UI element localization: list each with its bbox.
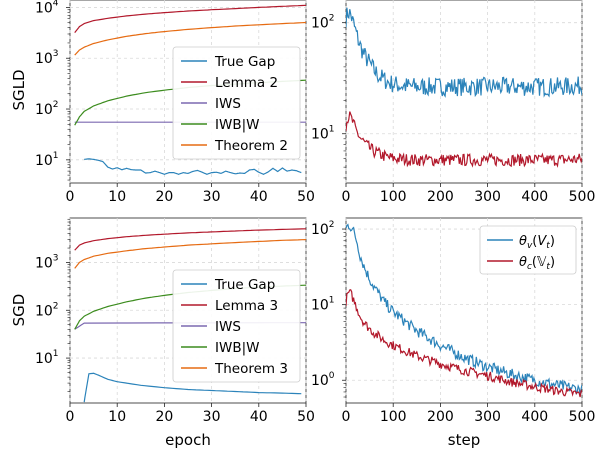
y-tick-label: 104 xyxy=(35,0,59,16)
legend-label: True Gap xyxy=(214,277,275,293)
x-tick-label: 30 xyxy=(203,409,221,425)
plot-content: 0 10 20 30 40 50 101 102 103 True Gap Lemma 3 IWS IW… xyxy=(35,218,315,425)
legend: True Gap Lemma 3 IWS IWB|W Theorem 3 xyxy=(172,269,301,383)
series-line xyxy=(346,289,582,398)
y-tick-label: 102 xyxy=(311,14,335,32)
x-tick-label: 0 xyxy=(342,189,351,205)
y-tick-label: 102 xyxy=(35,301,59,319)
y-axis-label: SGLD xyxy=(10,69,28,110)
plot-content: 0 100 200 300 400 500 100 101 102 θv(Vt) θc(𝕍t) xyxy=(311,218,595,425)
series-line xyxy=(84,158,302,175)
series-line xyxy=(74,21,306,56)
x-tick-label: 300 xyxy=(474,409,501,425)
panel-sgd-bounds: 0 10 20 30 40 50 101 102 103 True Gap Lemma 3 IWS IW… xyxy=(10,217,315,449)
legend-label: IWB|W xyxy=(215,340,260,356)
x-tick-label: 50 xyxy=(297,409,315,425)
legend-label: Theorem 3 xyxy=(214,361,288,377)
plot-content: 0 100 200 300 400 500 101 102 xyxy=(311,0,595,205)
x-tick-label: 40 xyxy=(250,409,268,425)
x-tick-label: 0 xyxy=(66,189,75,205)
x-tick-label: 40 xyxy=(250,189,268,205)
minor-ticks xyxy=(67,218,70,392)
legend-label: IWS xyxy=(215,96,241,112)
minor-ticks xyxy=(343,27,346,179)
x-tick-label: 200 xyxy=(427,409,454,425)
panel-sgld-bounds: 0 10 20 30 40 50 101 102 103 104 True Gap Lemma 2 IW… xyxy=(10,0,315,205)
x-tick-label: 10 xyxy=(108,409,126,425)
x-tick-label: 400 xyxy=(521,409,548,425)
x-tick-label: 100 xyxy=(380,409,407,425)
x-tick-label: 400 xyxy=(521,189,548,205)
y-axis-label: SGD xyxy=(10,294,28,327)
series-line xyxy=(346,223,582,395)
series-line xyxy=(74,4,306,33)
plot-content: 0 10 20 30 40 50 101 102 103 104 True Gap Lemma 2 IW… xyxy=(35,0,315,205)
series-line xyxy=(74,228,306,251)
x-tick-label: 0 xyxy=(66,409,75,425)
series-line xyxy=(74,239,306,269)
series-line xyxy=(83,372,302,403)
legend-label: Theorem 2 xyxy=(214,138,288,154)
x-tick-label: 30 xyxy=(203,189,221,205)
x-tick-label: 500 xyxy=(569,409,596,425)
y-tick-label: 101 xyxy=(311,125,335,143)
legend-label: IWB|W xyxy=(215,117,260,133)
legend-label: Lemma 2 xyxy=(215,75,278,91)
y-tick-label: 103 xyxy=(35,253,59,271)
x-tick-label: 200 xyxy=(427,189,454,205)
y-tick-label: 103 xyxy=(35,49,59,67)
x-tick-label: 100 xyxy=(380,189,407,205)
y-tick-label: 101 xyxy=(35,151,59,169)
legend-box xyxy=(172,46,301,160)
y-tick-label: 102 xyxy=(35,100,59,118)
legend-label: θv(Vt) xyxy=(519,234,555,251)
x-tick-label: 20 xyxy=(155,189,173,205)
minor-ticks xyxy=(343,232,346,398)
y-tick-label: 100 xyxy=(311,371,335,389)
series-group xyxy=(346,223,582,398)
series-line xyxy=(346,7,582,98)
series-group xyxy=(346,7,582,168)
series-line xyxy=(346,111,582,168)
x-tick-label: 500 xyxy=(569,189,596,205)
x-tick-label: 50 xyxy=(297,189,315,205)
x-axis-label: step xyxy=(448,431,480,449)
minor-ticks xyxy=(67,9,70,181)
y-tick-label: 102 xyxy=(311,220,335,238)
legend-label: IWS xyxy=(215,319,241,335)
legend-box xyxy=(479,225,577,275)
legend: θv(Vt) θc(𝕍t) xyxy=(479,225,577,275)
panel-sgld-theta: 0 100 200 300 400 500 101 102 xyxy=(311,0,595,205)
panel-sgd-theta: 0 100 200 300 400 500 100 101 102 θv(Vt) θc(𝕍t) st… xyxy=(311,217,595,449)
legend-label: Lemma 3 xyxy=(215,298,278,314)
x-tick-label: 300 xyxy=(474,189,501,205)
y-tick-label: 101 xyxy=(311,296,335,314)
x-axis-label: epoch xyxy=(165,431,211,449)
legend: True Gap Lemma 2 IWS IWB|W Theorem 2 xyxy=(172,46,301,160)
legend-box xyxy=(172,269,301,383)
legend-label: θc(𝕍t) xyxy=(519,255,555,272)
x-tick-label: 0 xyxy=(342,409,351,425)
y-tick-label: 101 xyxy=(35,349,59,367)
legend-label: True Gap xyxy=(214,54,275,70)
x-tick-label: 10 xyxy=(108,189,126,205)
x-tick-label: 20 xyxy=(155,409,173,425)
